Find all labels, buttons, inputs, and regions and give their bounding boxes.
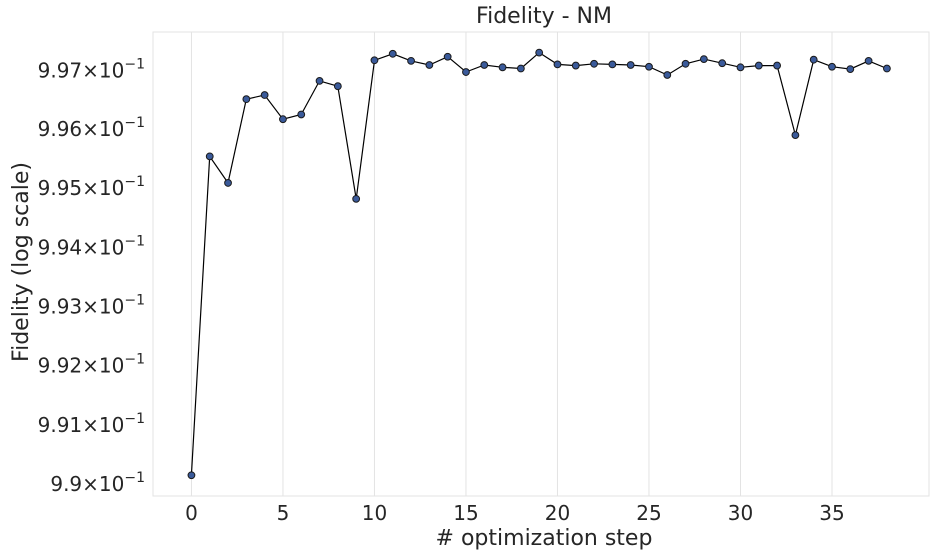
data-point — [681, 59, 690, 68]
data-point — [773, 61, 781, 70]
data-point — [242, 95, 251, 104]
x-tick-label: 30 — [728, 501, 753, 525]
x-tick-label: 0 — [185, 501, 198, 525]
y-tick-label: 9.94×10−1 — [38, 233, 145, 259]
y-tick-label: 9.96×10−1 — [38, 115, 145, 141]
data-point — [498, 63, 507, 72]
data-point — [736, 63, 745, 72]
data-point — [516, 64, 525, 73]
data-point — [699, 55, 708, 63]
data-point — [462, 68, 470, 76]
data-point — [590, 59, 598, 68]
data-point — [260, 91, 269, 99]
data-point — [663, 71, 672, 79]
x-tick-label: 25 — [636, 501, 661, 525]
series-polyline — [190, 51, 888, 476]
data-point — [279, 115, 287, 124]
x-gridlines — [190, 32, 833, 496]
y-axis-title: Fidelity (log scale) — [9, 162, 34, 362]
x-tick-label: 20 — [545, 501, 570, 525]
x-tick-label: 35 — [819, 501, 844, 525]
data-point — [626, 61, 635, 69]
data-point — [645, 62, 653, 71]
data-point — [443, 52, 452, 61]
plot-frame — [152, 31, 930, 497]
data-point — [480, 61, 489, 69]
x-tick-label: 5 — [277, 501, 290, 525]
y-tick-label: 9.92×10−1 — [38, 352, 145, 378]
data-point — [205, 152, 214, 161]
data-point — [352, 194, 361, 203]
data-point — [297, 110, 306, 119]
y-tick-label: 9.91×10−1 — [38, 411, 145, 437]
data-point — [608, 60, 617, 69]
data-point — [224, 179, 232, 187]
x-tick-label: 10 — [362, 501, 387, 525]
data-point — [388, 49, 397, 58]
x-tick-label: 15 — [453, 501, 478, 525]
data-point — [535, 48, 544, 57]
y-tick-label: 9.95×10−1 — [38, 174, 145, 200]
data-point — [187, 471, 196, 480]
data-point — [864, 56, 873, 65]
data-point — [846, 65, 855, 74]
data-point — [425, 61, 434, 69]
data-point — [718, 59, 727, 68]
data-point — [407, 56, 415, 65]
chart-title: Fidelity - NM — [476, 4, 612, 29]
plot-border — [152, 31, 930, 497]
series-points — [187, 48, 891, 480]
data-point — [333, 82, 342, 91]
data-point — [809, 55, 818, 64]
series-line — [190, 51, 888, 476]
data-point — [370, 56, 379, 65]
data-point — [754, 61, 763, 70]
y-axis-tick-labels: 9.9×10−1 9.91×10−1 9.92×10−1 9.93×10−1 9.94×… — [38, 56, 145, 496]
data-point — [571, 61, 580, 70]
data-point — [315, 76, 324, 85]
y-tick-label: 9.93×10−1 — [38, 292, 145, 318]
data-point — [553, 60, 562, 69]
y-tick-label: 9.9×10−1 — [50, 470, 145, 496]
x-axis-title: # optimization step — [436, 526, 653, 551]
y-tick-label: 9.97×10−1 — [38, 56, 145, 82]
data-point — [828, 62, 836, 71]
data-point — [883, 64, 891, 73]
data-point — [791, 131, 800, 140]
x-axis-tick-labels: 0 5 10 15 20 25 30 35 — [185, 501, 845, 525]
